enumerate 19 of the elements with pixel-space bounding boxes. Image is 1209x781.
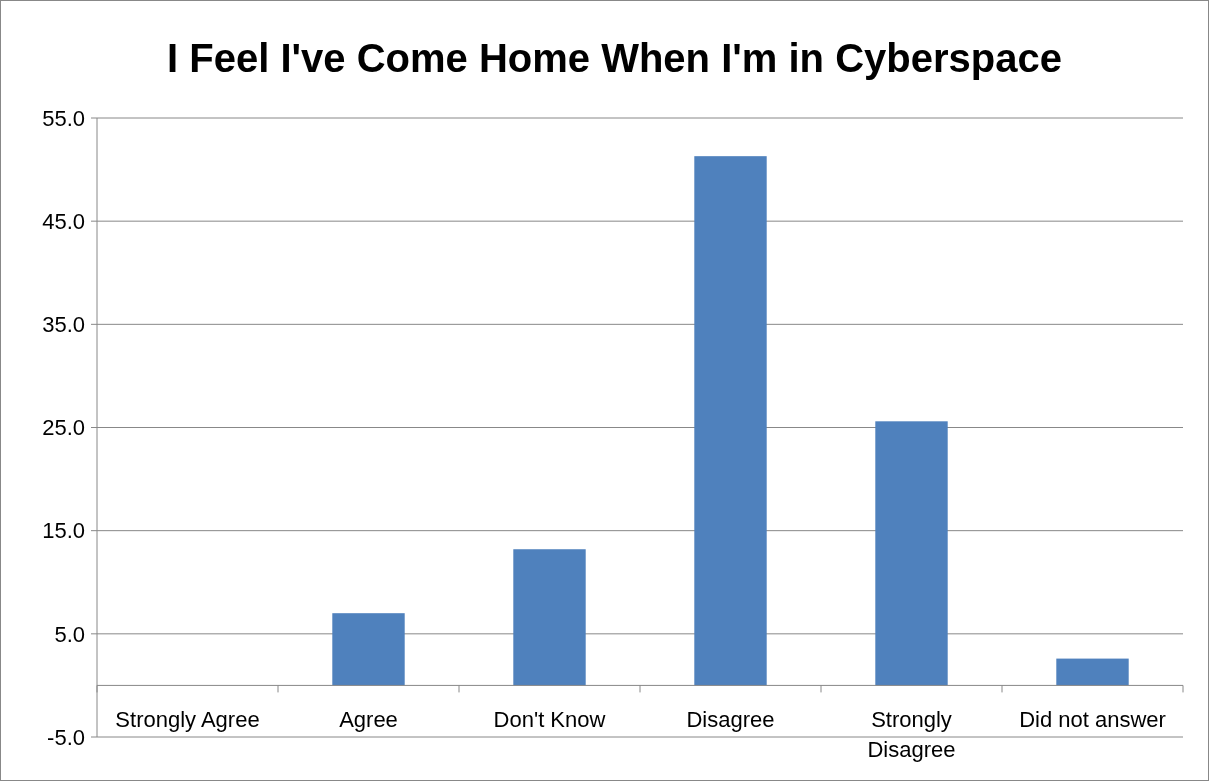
chart-title: I Feel I've Come Home When I'm in Cyberspace bbox=[167, 36, 1062, 80]
y-tick-label: 35.0 bbox=[42, 312, 85, 338]
bar bbox=[332, 613, 405, 686]
bar bbox=[513, 549, 586, 686]
y-tick-label: 25.0 bbox=[42, 415, 85, 441]
x-tick-label: Strongly Disagree bbox=[867, 707, 956, 763]
y-tick-label: 15.0 bbox=[42, 518, 85, 544]
x-tick-label: Disagree bbox=[686, 707, 775, 733]
x-tick-label: Don't Know bbox=[493, 707, 606, 733]
y-tick-label: 55.0 bbox=[42, 105, 85, 131]
bar bbox=[1056, 658, 1129, 686]
x-tick-label: Agree bbox=[339, 707, 398, 733]
bar bbox=[694, 156, 767, 686]
y-tick-label: 5.0 bbox=[54, 621, 85, 647]
y-tick-label: 45.0 bbox=[42, 208, 85, 234]
y-tick-label: -5.0 bbox=[47, 724, 85, 750]
bar bbox=[875, 421, 948, 686]
x-tick-label: Did not answer bbox=[1019, 707, 1166, 733]
x-tick-label: Strongly Agree bbox=[115, 707, 260, 733]
